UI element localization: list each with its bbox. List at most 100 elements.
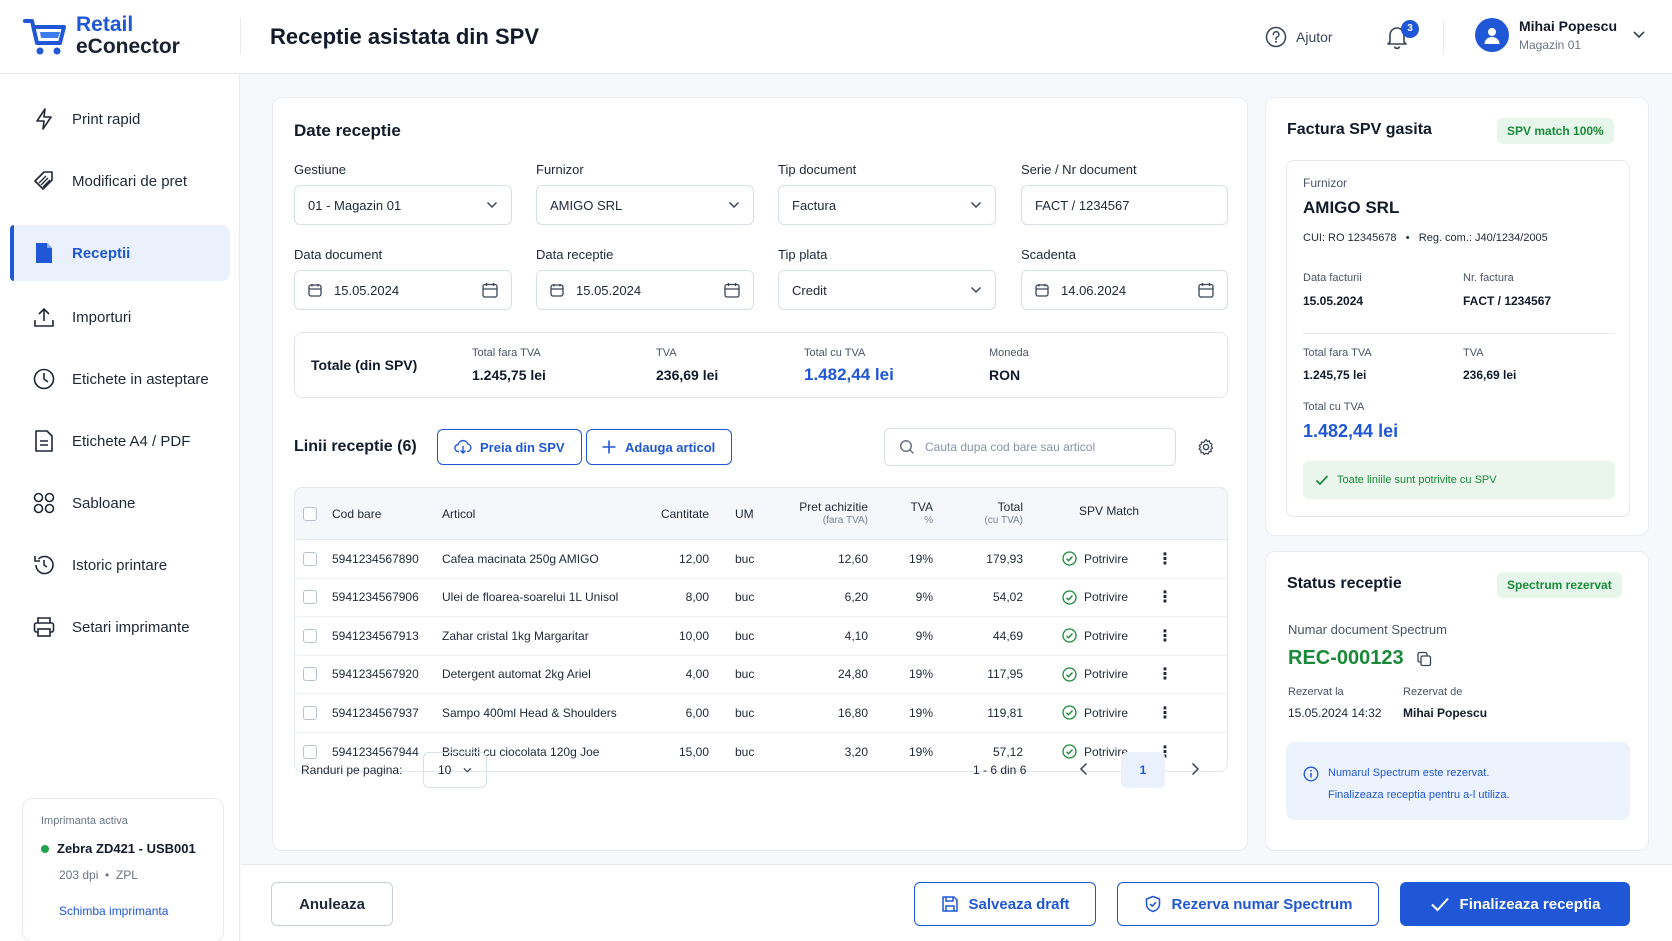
- data-receptie-label: Data receptie: [536, 247, 614, 262]
- sidebar-item-receptii[interactable]: Receptii: [10, 225, 230, 281]
- copy-icon[interactable]: [1416, 651, 1432, 667]
- calendar-icon[interactable]: [482, 282, 498, 298]
- cell-pret: 12,60: [837, 551, 868, 566]
- info-icon: [1303, 766, 1319, 782]
- clock-icon: [32, 367, 56, 391]
- divider: [1303, 333, 1615, 334]
- col-total-label: Total: [997, 499, 1023, 514]
- table-row[interactable]: 5941234567913 Zahar cristal 1kg Margarita…: [295, 617, 1227, 656]
- header-divider: [240, 18, 241, 54]
- sidebar-item-setari-imprimante[interactable]: Setari imprimante: [10, 599, 230, 655]
- tip-plata-select[interactable]: Credit: [778, 270, 996, 310]
- top-header: Retail eConector Receptie asistata din S…: [0, 0, 1672, 74]
- table-row[interactable]: 5941234567906 Ulei de floarea-soarelui 1L…: [295, 579, 1227, 617]
- more-vert-icon[interactable]: ⋮: [1157, 627, 1173, 645]
- finalize-reception-button[interactable]: Finalizeaza receptia: [1400, 882, 1630, 926]
- cancel-button[interactable]: Anuleaza: [271, 882, 393, 926]
- save-draft-button[interactable]: Salveaza draft: [914, 882, 1096, 926]
- total-cu-tva-label: Total cu TVA: [804, 347, 866, 359]
- table-row[interactable]: 5941234567920 Detergent automat 2kg Ariel…: [295, 656, 1227, 694]
- info-line-1: Numarul Spectrum este rezervat.: [1328, 767, 1490, 779]
- tip-document-select[interactable]: Factura: [778, 185, 996, 225]
- chevron-right-icon[interactable]: [1190, 762, 1200, 776]
- page-title: Receptie asistata din SPV: [270, 24, 539, 49]
- notification-count-badge: 3: [1401, 20, 1419, 38]
- search-input[interactable]: Cauta dupa cod bare sau articol: [884, 428, 1176, 466]
- calendar-icon[interactable]: [1198, 282, 1214, 298]
- header-divider-2: [1443, 20, 1444, 54]
- more-vert-icon[interactable]: ⋮: [1157, 666, 1173, 684]
- add-article-button[interactable]: Adauga articol: [586, 429, 733, 465]
- row-checkbox[interactable]: [303, 744, 317, 759]
- help-button[interactable]: Ajutor: [1265, 26, 1333, 48]
- rezervat-de-value: Mihai Popescu: [1403, 706, 1488, 720]
- chevron-down-icon[interactable]: [1632, 30, 1646, 40]
- more-vert-icon[interactable]: ⋮: [1157, 704, 1173, 722]
- logo-line1: Retail: [76, 13, 134, 36]
- reserve-spectrum-label: Rezerva numar Spectrum: [1171, 895, 1353, 913]
- data-receptie-input[interactable]: 15.05.2024: [536, 270, 754, 310]
- notifications-button[interactable]: [1385, 24, 1409, 53]
- import-spv-button[interactable]: Preia din SPV: [437, 429, 582, 465]
- cell-total: 179,93: [986, 551, 1023, 566]
- active-printer-label: Imprimanta activa: [41, 815, 128, 827]
- table-row[interactable]: 5941234567944 Biscuiti cu ciocolata 120g …: [295, 733, 1227, 772]
- cell-total: 57,12: [992, 744, 1023, 759]
- more-vert-icon[interactable]: ⋮: [1157, 550, 1173, 568]
- spectrum-info-box: Numarul Spectrum este rezervat. Finalize…: [1286, 742, 1630, 820]
- col-total: Total (cu TVA): [955, 488, 1023, 539]
- select-all-checkbox[interactable]: [303, 506, 317, 521]
- sidebar-item-label: Etichete in asteptare: [72, 370, 209, 388]
- sidebar-item-importuri[interactable]: Importuri: [10, 289, 230, 345]
- sidebar-item-print-rapid[interactable]: Print rapid: [10, 91, 230, 147]
- spv-match-label: Potrivire: [1084, 628, 1129, 643]
- sidebar-item-sabloane[interactable]: Sabloane: [10, 475, 230, 531]
- sidebar-item-modificari-pret[interactable]: Modificari de pret: [10, 153, 230, 209]
- bolt-icon: [32, 107, 56, 131]
- chevron-left-icon[interactable]: [1079, 762, 1089, 776]
- col-tva-sub: %: [924, 514, 933, 526]
- spv-match-status: Potrivire: [1062, 744, 1128, 759]
- check-circle-icon: [1062, 705, 1077, 720]
- rows-per-page-select[interactable]: 10: [423, 752, 487, 788]
- row-checkbox[interactable]: [303, 628, 317, 643]
- spectrum-nr: REC-000123: [1288, 647, 1404, 669]
- check-icon: [1315, 475, 1329, 486]
- gestiune-select[interactable]: 01 - Magazin 01: [294, 185, 512, 225]
- spv-match-badge: SPV match 100%: [1497, 118, 1614, 144]
- table-row[interactable]: 5941234567937 Sampo 400ml Head & Shoulder…: [295, 694, 1227, 733]
- serie-nr-input[interactable]: FACT / 1234567: [1021, 185, 1228, 225]
- furnizor-select[interactable]: AMIGO SRL: [536, 185, 754, 225]
- scadenta-input[interactable]: 14.06.2024: [1021, 270, 1228, 310]
- cell-articol: Ulei de floarea-soarelui 1L Unisol: [442, 590, 619, 605]
- row-checkbox[interactable]: [303, 667, 317, 682]
- row-checkbox[interactable]: [303, 705, 317, 720]
- row-checkbox[interactable]: [303, 551, 317, 566]
- tip-document-label: Tip document: [778, 162, 857, 177]
- calendar-icon[interactable]: [724, 282, 740, 298]
- document-fill-icon: [32, 241, 56, 265]
- cell-tva: 19%: [908, 744, 933, 759]
- page-button-current[interactable]: 1: [1121, 752, 1165, 788]
- cell-cantitate: 15,00: [678, 744, 709, 759]
- sidebar-item-istoric-printare[interactable]: Istoric printare: [10, 537, 230, 593]
- app-logo[interactable]: Retail eConector: [22, 14, 180, 58]
- form-title: Date receptie: [294, 121, 401, 140]
- calendar-icon: [550, 284, 564, 297]
- sidebar: Print rapid Modificari de pret Receptii …: [0, 74, 240, 941]
- user-menu[interactable]: Mihai Popescu Magazin 01: [1475, 18, 1617, 52]
- spectrum-reserved-badge: Spectrum rezervat: [1497, 572, 1622, 598]
- table-row[interactable]: 5941234567890 Cafea macinata 250g AMIGO 12…: [295, 540, 1227, 579]
- furnizor-label: Furnizor: [536, 162, 584, 177]
- more-vert-icon[interactable]: ⋮: [1157, 589, 1173, 607]
- spv-tva-label: TVA: [1463, 347, 1484, 359]
- data-document-input[interactable]: 15.05.2024: [294, 270, 512, 310]
- row-checkbox[interactable]: [303, 590, 317, 605]
- gear-icon[interactable]: [1197, 438, 1215, 456]
- reserve-spectrum-button[interactable]: Rezerva numar Spectrum: [1117, 882, 1379, 926]
- spv-cu-tva-label: Total cu TVA: [1303, 401, 1365, 413]
- change-printer-link[interactable]: Schimba imprimanta: [59, 904, 169, 918]
- sidebar-item-etichete-asteptare[interactable]: Etichete in asteptare: [10, 351, 230, 407]
- grid-icon: [32, 491, 56, 515]
- sidebar-item-etichete-a4[interactable]: Etichete A4 / PDF: [10, 413, 230, 469]
